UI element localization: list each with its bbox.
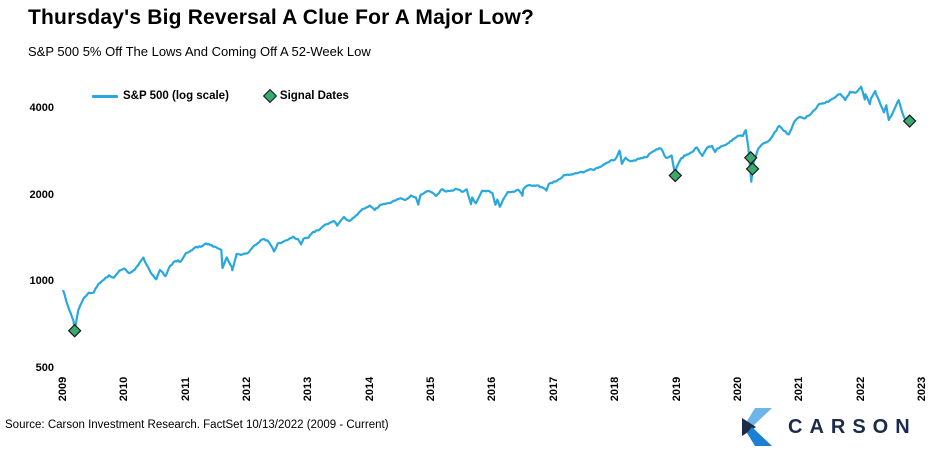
x-axis-tick: 2014	[363, 376, 376, 402]
signal-diamond	[902, 114, 917, 128]
x-axis-tick: 2020	[731, 376, 744, 402]
carson-wordmark: CARSON	[788, 415, 917, 438]
carson-logo-icon	[742, 408, 772, 446]
y-axis-tick: 1000	[29, 275, 54, 288]
x-axis-tick: 2018	[609, 376, 622, 402]
x-axis-tick: 2019	[670, 376, 683, 402]
y-axis-tick: 2000	[29, 188, 54, 201]
y-axis-tick: 500	[35, 361, 54, 374]
x-axis-tick: 2011	[179, 377, 192, 401]
signal-diamond	[743, 150, 758, 165]
legend-item-signal-dates: Signal Dates	[262, 88, 349, 104]
signal-diamond	[668, 168, 683, 183]
x-axis-tick: 2015	[425, 376, 438, 402]
legend-label-sp500: S&P 500 (log scale)	[123, 90, 229, 102]
diamond-icon	[262, 88, 277, 104]
x-axis-tick: 2022	[854, 376, 867, 402]
signal-markers	[67, 114, 917, 338]
x-axis-tick: 2023	[915, 376, 928, 402]
x-axis-tick: 2021	[793, 376, 806, 402]
legend-label-signal-dates: Signal Dates	[279, 90, 349, 102]
legend-item-sp500: S&P 500 (log scale)	[92, 90, 229, 102]
source-attribution: Source: Carson Investment Research. Fact…	[5, 419, 389, 431]
x-axis-tick: 2016	[486, 376, 499, 402]
x-axis-tick: 2013	[302, 376, 315, 402]
line-swatch-icon	[92, 94, 118, 98]
signal-diamond	[67, 323, 82, 338]
y-axis-tick: 4000	[29, 102, 54, 115]
page-title: Thursday's Big Reversal A Clue For A Maj…	[28, 6, 535, 29]
sp500-line	[62, 85, 911, 332]
x-axis-tick: 2017	[547, 376, 560, 402]
signal-diamond	[745, 162, 760, 176]
chart-legend: S&P 500 (log scale) Signal Dates	[92, 88, 349, 104]
carson-logo: CARSON	[740, 406, 917, 448]
x-axis-tick: 2012	[241, 376, 254, 402]
x-axis-tick: 2009	[57, 376, 69, 402]
x-axis-tick: 2010	[118, 376, 131, 402]
page-subtitle: S&P 500 5% Off The Lows And Coming Off A…	[28, 44, 371, 59]
